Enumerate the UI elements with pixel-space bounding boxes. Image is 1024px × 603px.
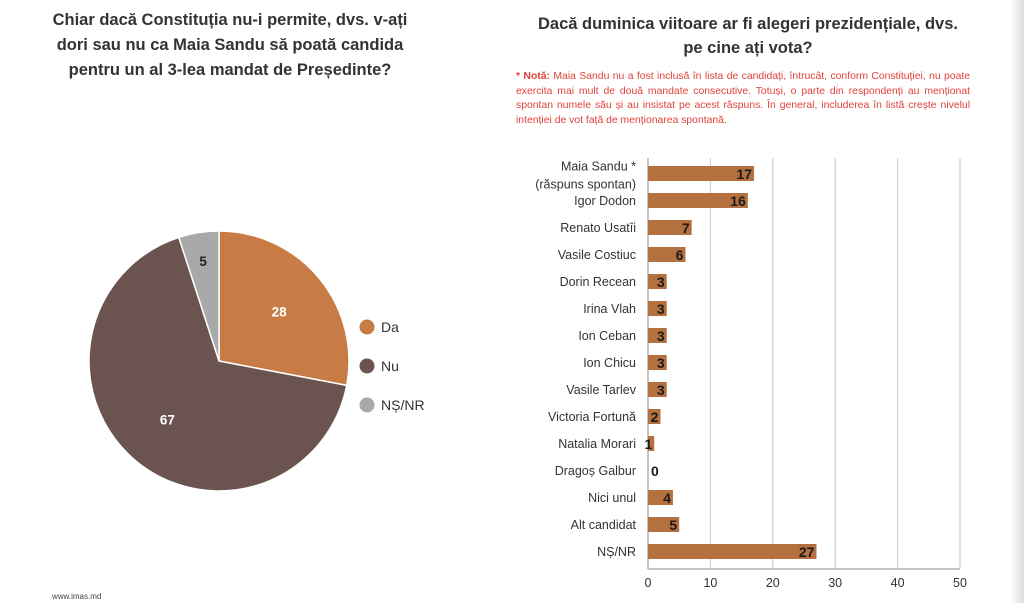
bar-value-label: 6 [676,247,684,263]
category-label: Dragoș Galbur [555,464,636,478]
pie-chart: 28 67 5 Da Nu NȘ/NR [88,230,425,492]
bar [648,517,680,532]
category-label: Maia Sandu * [561,160,636,174]
category-label: Irina Vlah [583,302,636,316]
bar-value-label: 27 [799,544,815,560]
bar-value-label: 5 [669,517,677,533]
bar [648,301,667,316]
bar [648,247,686,262]
bar-chart-title: Dacă duminica viitoare ar fi alegeri pre… [538,15,958,57]
legend-marker [359,319,375,335]
x-tick-label: 10 [703,576,717,590]
bar-value-label: 4 [663,490,671,506]
category-label: Alt candidat [571,518,637,532]
category-label: (răspuns spontan) [535,178,636,192]
category-label: NȘ/NR [597,545,636,559]
category-label: Vasile Costiuc [558,248,636,262]
bar-value-label: 3 [657,382,665,398]
legend-marker [359,397,375,413]
footer-url: www.imas.md [52,592,102,601]
category-label: Igor Dodon [574,194,636,208]
category-label: Natalia Morari [558,437,636,451]
x-tick-label: 50 [953,576,967,590]
legend-label: Nu [381,358,399,374]
pie-slice-nnr [177,230,220,362]
note-text: * Notă: Maia Sandu nu a fost inclusă în … [516,70,970,128]
note-prefix: * Notă: [516,71,550,82]
pie-value-label: 28 [272,304,288,319]
category-label: Nici unul [588,491,636,505]
legend-label: NȘ/NR [381,397,425,413]
bar-value-label: 3 [657,274,665,290]
pie-value-label: 67 [160,413,175,428]
bar [648,328,667,343]
category-label: Vasile Tarlev [566,383,636,397]
bar [648,166,755,181]
category-label: Victoria Fortună [548,410,636,424]
bar [648,544,817,559]
legend-marker [359,358,375,374]
bar-value-label: 17 [737,166,753,182]
bar [648,409,661,424]
pie-chart-title: Chiar dacă Constituția nu-i permite, dvs… [52,11,408,79]
page-edge-shadow [1010,0,1024,603]
pie-value-label: 5 [199,254,207,269]
category-label: Dorin Recean [560,275,636,289]
bar [648,382,667,397]
bar-value-label: 0 [651,463,659,479]
x-tick-label: 30 [828,576,842,590]
note-body: Maia Sandu nu a fost inclusă în lista de… [516,71,971,126]
category-label: Ion Ceban [578,329,636,343]
bar-value-label: 3 [657,301,665,317]
bar [648,220,692,235]
x-tick-label: 0 [645,576,652,590]
legend-label: Da [381,319,399,335]
bar-value-label: 1 [644,436,652,452]
category-label: Renato Usatîi [560,221,636,235]
bar-value-label: 3 [657,328,665,344]
pie-slice-nu [88,236,348,492]
bar-value-label: 16 [730,193,746,209]
pie-slice-da [218,230,350,387]
bar [648,490,673,505]
bar-value-label: 7 [682,220,690,236]
bar-value-label: 2 [651,409,659,425]
bar [648,274,667,289]
bar [648,193,748,208]
x-tick-label: 40 [891,576,905,590]
x-tick-label: 20 [766,576,780,590]
bar [648,355,667,370]
bar-value-label: 3 [657,355,665,371]
category-label: Ion Chicu [583,356,636,370]
bar [648,436,655,451]
